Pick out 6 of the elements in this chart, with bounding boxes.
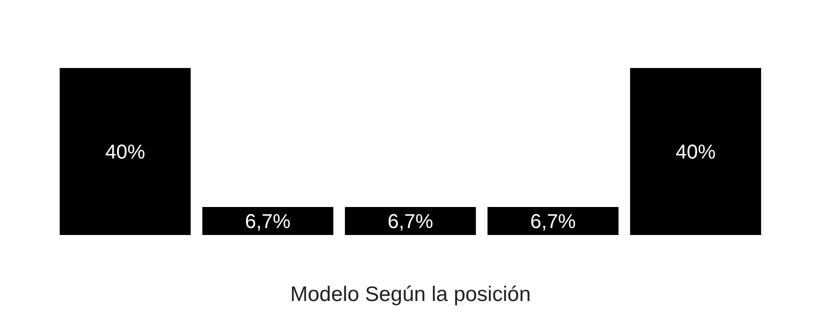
data-label: 6,7%: [388, 211, 434, 234]
data-label: 6,7%: [530, 211, 576, 234]
x-axis-title: Modelo Según la posición: [290, 283, 531, 306]
data-label: 6,7%: [245, 211, 291, 234]
data-label: 40%: [105, 142, 146, 164]
data-label: 40%: [676, 142, 716, 164]
